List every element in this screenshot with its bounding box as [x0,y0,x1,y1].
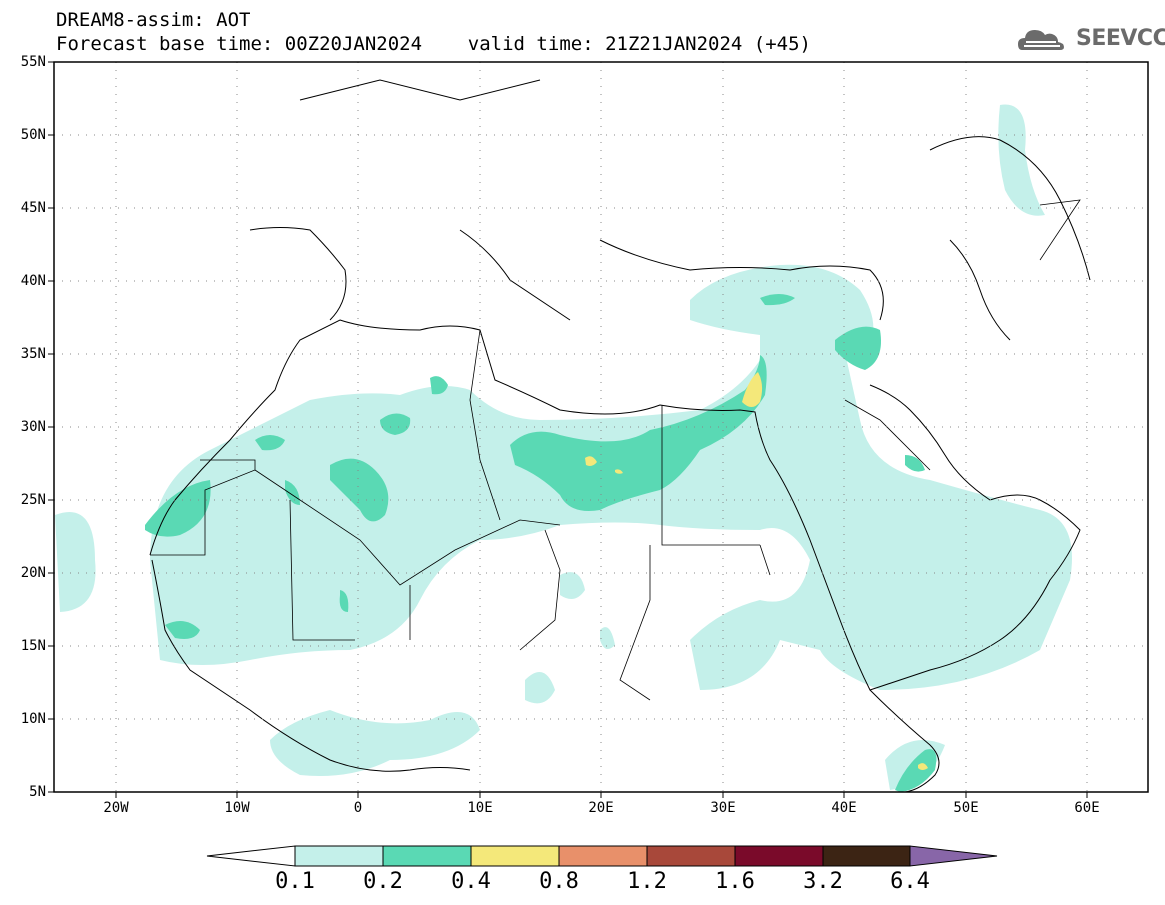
lat-label: 55N [20,54,46,70]
axis-ticks [48,61,1088,798]
lat-label: 30N [20,419,46,435]
colorbar-label: 0.2 [363,869,403,894]
logo-text: SEEVCCC [1076,26,1165,51]
colorbar [206,845,998,867]
lon-label: 50E [953,800,979,816]
lon-label: 40E [831,800,857,816]
cloud-icon [1018,30,1064,50]
colorbar-low-arrow [206,845,296,867]
colorbar-label: 1.6 [715,869,755,894]
lon-label: 10E [467,800,493,816]
colorbar-label: 0.8 [539,869,579,894]
graticule [54,62,1148,792]
lon-label: 60E [1074,800,1100,816]
colorbar-segment [470,845,560,867]
lat-label: 5N [29,784,46,800]
coastlines [149,79,1091,792]
lon-label: 10W [224,800,250,816]
forecast-time-line: Forecast base time: 00Z20JAN2024 valid t… [56,33,811,55]
colorbar-segment [646,845,736,867]
lon-label: 20W [103,800,129,816]
aot-level-0.4 [585,372,928,770]
lat-label: 50N [20,127,46,143]
colorbar-label: 0.4 [451,869,491,894]
aot-level-0.1 [55,104,1072,790]
map-title: DREAM8-assim: AOT [56,9,251,31]
colorbar-segment [822,845,911,867]
lat-label: 25N [20,492,46,508]
lat-label: 40N [20,273,46,289]
colorbar-segment [382,845,472,867]
aot-field [54,62,1148,792]
colorbar-label: 3.2 [803,869,843,894]
colorbar-label: 0.1 [275,869,315,894]
lat-label: 15N [20,638,46,654]
lon-label: 30E [710,800,736,816]
colorbar-label: 6.4 [890,869,930,894]
lat-label: 45N [20,200,46,216]
lon-label: 20E [588,800,614,816]
lat-label: 35N [20,346,46,362]
colorbar-segment [558,845,648,867]
lat-label: 10N [20,711,46,727]
lon-label: 0 [353,800,363,816]
country-borders [150,199,1081,701]
colorbar-segment [734,845,824,867]
lat-label: 20N [20,565,46,581]
colorbar-segment [294,845,384,867]
colorbar-label: 1.2 [627,869,667,894]
colorbar-high-arrow [909,845,998,867]
